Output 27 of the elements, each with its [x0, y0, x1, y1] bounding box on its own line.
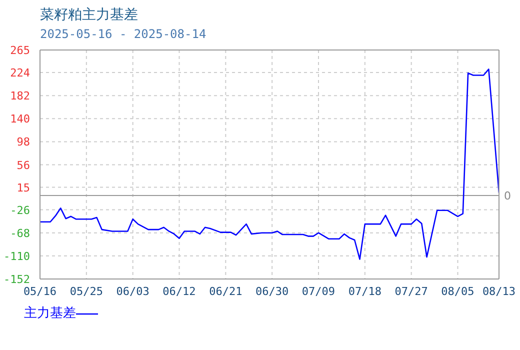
x-tick-label: 05/16	[23, 284, 57, 298]
y-tick-label: -68	[10, 226, 30, 240]
chart-subtitle: 2025-05-16 - 2025-08-14	[40, 27, 206, 41]
x-tick-label: 06/03	[116, 284, 150, 298]
y-tick-label: -26	[10, 204, 30, 217]
x-tick-label: 06/12	[162, 284, 196, 298]
x-tick-label: 05/25	[70, 284, 103, 298]
x-tick-label: 06/21	[209, 284, 242, 298]
y-tick-label: 265	[10, 44, 30, 57]
x-tick-label: 07/27	[394, 284, 428, 298]
chart-title: 菜籽粕主力基差	[40, 6, 138, 24]
ref-line-label: 0	[504, 189, 511, 202]
y-tick-label: 182	[10, 90, 30, 103]
x-tick-label: 07/09	[302, 284, 336, 298]
y-tick-label: 15	[16, 181, 30, 194]
line-series	[40, 68, 499, 260]
x-tick-label: 07/18	[348, 284, 382, 298]
legend-label: 主力基差	[24, 305, 77, 322]
x-tick-label: 08/05	[441, 284, 474, 298]
x-tick-label: 06/30	[256, 284, 289, 298]
x-tick-label: 08/13	[482, 284, 516, 298]
y-tick-label: 140	[10, 112, 30, 126]
y-tick-label: -152	[4, 273, 30, 286]
y-tick-label: 224	[10, 66, 30, 80]
y-tick-label: 56	[16, 158, 30, 172]
y-tick-label: 98	[16, 136, 30, 149]
y-tick-label: -110	[4, 250, 30, 263]
